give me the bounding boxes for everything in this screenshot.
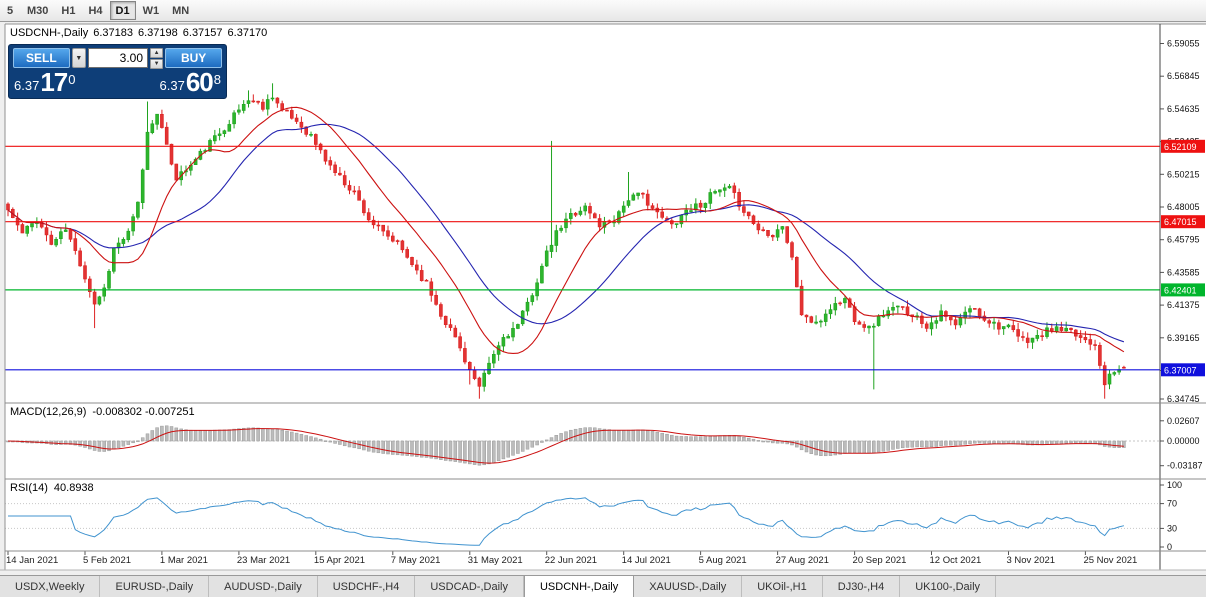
- rsi-tick-label: 100: [1167, 480, 1182, 490]
- chevron-down-icon: ▼: [75, 54, 83, 62]
- date-label: 27 Aug 2021: [776, 555, 829, 566]
- rsi-tick-label: 30: [1167, 523, 1177, 533]
- rsi-line: [8, 497, 1125, 546]
- price-tick-label: 6.59055: [1167, 38, 1200, 48]
- rsi-tick-label: 0: [1167, 542, 1172, 552]
- price-marker-6.52109: [1161, 139, 1205, 153]
- date-label: 7 May 2021: [391, 555, 441, 566]
- timeframe-button-h4[interactable]: H4: [82, 1, 108, 20]
- time-axis-background[interactable]: [5, 551, 1160, 570]
- chart-tab-ukoil-h1[interactable]: UKOil-,H1: [742, 576, 823, 597]
- chart-tab-xauusd-daily[interactable]: XAUUSD-,Daily: [634, 576, 743, 597]
- macd-tick-label: 0.00000: [1167, 436, 1200, 446]
- macd-label: MACD(12,26,9) -0.008302 -0.007251: [10, 406, 201, 418]
- horizontal-lines-layer: [5, 145, 1160, 371]
- date-label: 14 Jan 2021: [6, 555, 58, 566]
- chart-tab-usdx-weekly[interactable]: USDX,Weekly: [0, 576, 101, 597]
- macd-tick-label: 0.02607: [1167, 416, 1200, 426]
- macd-tick-label: -0.03187: [1167, 461, 1203, 471]
- price-marker-text: 6.52109: [1164, 142, 1197, 152]
- date-label: 20 Sep 2021: [853, 555, 907, 566]
- timeframe-button-m30[interactable]: M30: [21, 1, 54, 20]
- timeframe-button-h1[interactable]: H1: [55, 1, 81, 20]
- chart-title: USDCNH-,Daily 6.37183 6.37198 6.37157 6.3717…: [10, 27, 272, 39]
- ohlc-open: 6.37183: [93, 27, 133, 39]
- price-marker-text: 6.47015: [1164, 217, 1197, 227]
- price-marker-text: 6.37007: [1164, 365, 1197, 375]
- timeframe-button-d1[interactable]: D1: [109, 1, 136, 20]
- price-marker-6.42401: [1161, 283, 1205, 297]
- price-tick-label: 6.34745: [1167, 394, 1200, 404]
- chart-tab-audusd-daily[interactable]: AUDUSD-,Daily: [209, 576, 318, 597]
- date-label: 15 Apr 2021: [314, 555, 365, 566]
- volume-spinner: ▲ ▼: [150, 48, 164, 69]
- chart-window: 6.590556.568456.546356.524256.502156.480…: [0, 22, 1206, 575]
- spinner-up-icon[interactable]: ▲: [150, 48, 164, 58]
- date-label: 23 Mar 2021: [237, 555, 290, 566]
- bid-price: 6.37 17 0: [14, 67, 76, 97]
- rsi-tick-label: 70: [1167, 499, 1177, 509]
- date-label: 3 Nov 2021: [1006, 555, 1055, 566]
- timeframe-button-mn[interactable]: MN: [166, 1, 195, 20]
- ohlc-close: 6.37170: [227, 27, 268, 39]
- price-tick-label: 6.54635: [1167, 104, 1200, 114]
- price-marker-6.37007: [1161, 363, 1205, 377]
- rsi-name: RSI(14): [10, 482, 48, 494]
- macd-signal-line: [7, 428, 1124, 464]
- macd-name: MACD(12,26,9): [10, 406, 87, 418]
- ma-fast-line: [7, 106, 1125, 354]
- buy-button[interactable]: BUY: [165, 48, 222, 68]
- spinner-down-icon[interactable]: ▼: [150, 59, 164, 69]
- trade-prices-row: 6.37 17 0 6.37 60 8: [13, 69, 222, 96]
- chart-tab-usdchf-h4[interactable]: USDCHF-,H4: [318, 576, 416, 597]
- time-axis[interactable]: 14 Jan 2021 5 Feb 2021 1 Mar 2021 23 Mar 20…: [6, 551, 1137, 566]
- volume-dropdown-button[interactable]: ▼: [71, 48, 87, 68]
- macd-values: -0.008302 -0.007251: [92, 406, 195, 418]
- timeframe-button-w1[interactable]: W1: [137, 1, 166, 20]
- panel-borders: [0, 23, 1206, 571]
- timeframe-button-5[interactable]: 5: [0, 1, 20, 20]
- price-marker-text: 6.42401: [1164, 285, 1197, 295]
- macd-layer: [5, 425, 1160, 466]
- price-tick-label: 6.48005: [1167, 202, 1200, 212]
- chart-tab-dj30-h4[interactable]: DJ30-,H4: [823, 576, 901, 597]
- price-tick-label: 6.43585: [1167, 267, 1200, 277]
- ask-price: 6.37 60 8: [159, 67, 221, 97]
- rsi-layer: [5, 497, 1160, 546]
- date-label: 25 Nov 2021: [1083, 555, 1137, 566]
- chart-tab-usdcnh-daily[interactable]: USDCNH-,Daily: [523, 576, 635, 597]
- date-label: 22 Jun 2021: [545, 555, 597, 566]
- ohlc-high: 6.37198: [138, 27, 178, 39]
- volume-input[interactable]: [88, 48, 149, 68]
- rsi-value: 40.8938: [53, 482, 94, 494]
- chart-tab-usdcad-daily[interactable]: USDCAD-,Daily: [415, 576, 524, 597]
- date-label: 5 Feb 2021: [83, 555, 131, 566]
- rsi-label: RSI(14) 40.8938: [10, 482, 100, 494]
- date-label: 5 Aug 2021: [699, 555, 747, 566]
- chart-background: [5, 24, 1160, 551]
- date-label: 14 Jul 2021: [622, 555, 671, 566]
- candles-layer: [6, 83, 1126, 399]
- sell-button[interactable]: SELL: [13, 48, 70, 68]
- price-axis[interactable]: 6.590556.568456.546356.524256.502156.480…: [1160, 38, 1205, 404]
- timeframe-toolbar: 5 M30 H1 H4 D1 W1 MN: [0, 0, 1206, 22]
- chart-tabbar: USDX,Weekly EURUSD-,Daily AUDUSD-,Daily USD…: [0, 575, 1206, 597]
- chart-symbol-period: USDCNH-,Daily: [10, 27, 89, 39]
- price-tick-label: 6.56845: [1167, 71, 1200, 81]
- date-label: 12 Oct 2021: [930, 555, 982, 566]
- date-label: 31 May 2021: [468, 555, 523, 566]
- chart-canvas[interactable]: 6.590556.568456.546356.524256.502156.480…: [0, 22, 1206, 575]
- trade-controls-row: SELL ▼ ▲ ▼ BUY: [13, 48, 222, 69]
- ohlc-low: 6.37157: [182, 27, 223, 39]
- chart-tab-uk100-daily[interactable]: UK100-,Daily: [900, 576, 997, 597]
- date-label: 1 Mar 2021: [160, 555, 208, 566]
- price-marker-6.47015: [1161, 215, 1205, 229]
- chart-tab-eurusd-daily[interactable]: EURUSD-,Daily: [100, 576, 210, 597]
- indicator-axes[interactable]: 0.02607 0.00000 -0.03187 100 70 30 0: [1160, 416, 1203, 552]
- price-tick-label: 6.50215: [1167, 169, 1200, 179]
- price-tick-label: 6.45795: [1167, 235, 1200, 245]
- price-tick-label: 6.39165: [1167, 333, 1200, 343]
- price-tick-label: 6.41375: [1167, 300, 1200, 310]
